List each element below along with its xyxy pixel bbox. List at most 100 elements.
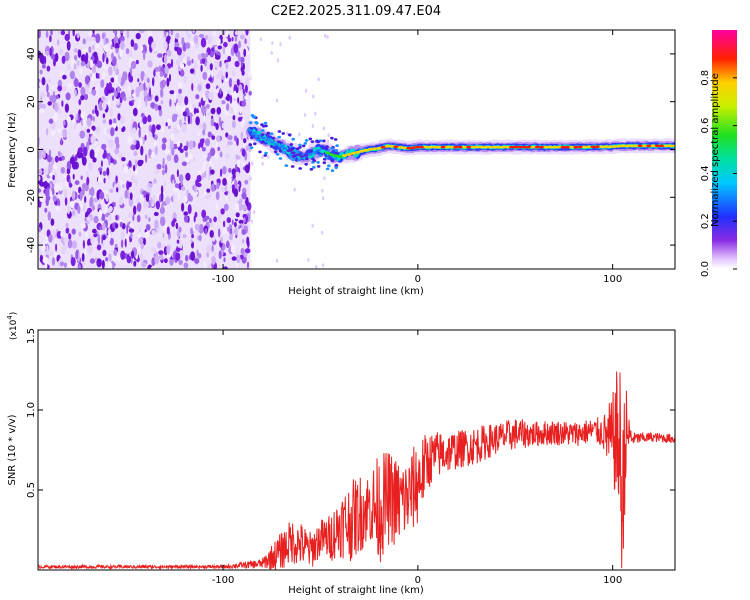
noise-dot [245, 197, 249, 207]
noise-dot [165, 148, 170, 155]
noise-dot [126, 30, 130, 39]
noise-dot [140, 145, 144, 156]
noise-dot [193, 191, 199, 196]
noise-dot [67, 63, 71, 71]
noise-dot [86, 176, 90, 186]
ridge-spread-dot [291, 158, 296, 162]
ridge-spread-dot [327, 164, 331, 168]
noise-dot [170, 132, 175, 142]
noise-dot [154, 254, 159, 265]
noise-dot [102, 222, 106, 231]
noise-dot [39, 81, 42, 87]
noise-dot [92, 44, 95, 50]
noise-dot [80, 86, 86, 96]
ridge-peak [436, 145, 442, 149]
noise-dot [234, 60, 240, 68]
noise-dot [51, 95, 57, 104]
noise-dot [225, 103, 230, 111]
noise-dot [244, 95, 249, 100]
ridge-peak [466, 145, 472, 149]
ridge-spread-dot [333, 138, 338, 141]
spectrogram-ridge [243, 114, 675, 173]
noise-dot [78, 147, 83, 154]
noise-dot [204, 170, 207, 179]
ridge-peak [264, 138, 271, 142]
noise-dot [64, 51, 70, 62]
ridge-peak [487, 145, 493, 149]
noise-dot [115, 215, 118, 221]
noise-dot [215, 202, 219, 210]
noise-dot [197, 53, 202, 61]
noise-dot [39, 181, 45, 187]
noise-dot [61, 86, 67, 91]
noise-dot [158, 108, 163, 117]
noise-dot [193, 34, 199, 45]
noise-dot [206, 104, 210, 109]
noise-dot [102, 170, 107, 177]
noise-dot [317, 77, 320, 82]
noise-dot [105, 57, 109, 65]
noise-dot [70, 200, 75, 209]
ridge-peak [620, 144, 626, 148]
noise-dot [39, 108, 45, 114]
noise-dot [147, 60, 153, 68]
noise-dot [164, 54, 168, 64]
ridge-peak [419, 145, 425, 149]
noise-dot [207, 34, 213, 45]
noise-dot [160, 88, 164, 98]
noise-dot [208, 91, 214, 101]
noise-dot [84, 75, 90, 85]
ridge-peak [389, 144, 395, 148]
noise-dot [102, 234, 106, 241]
snr-y-multiplier-exp: 4 [6, 315, 14, 320]
noise-dot [227, 37, 232, 42]
noise-dot [129, 123, 133, 134]
noise-dot [223, 203, 229, 211]
noise-dot [160, 100, 164, 105]
figure-title: C2E2.2025.311.09.47.E04 [271, 4, 441, 19]
ridge-peak [633, 144, 639, 148]
noise-dot [179, 148, 184, 153]
noise-dot [59, 261, 65, 267]
ridge-spread-dot [281, 132, 286, 135]
noise-dot [163, 41, 168, 51]
ridge-peak [260, 136, 266, 140]
noise-dot [49, 35, 52, 43]
noise-dot [171, 147, 175, 156]
noise-dot [91, 72, 96, 82]
noise-dot [57, 39, 60, 46]
noise-dot [239, 106, 242, 114]
noise-dot [95, 126, 100, 134]
noise-dot [216, 73, 221, 80]
noise-dot [148, 183, 153, 188]
noise-dot [108, 253, 112, 262]
noise-dot [118, 152, 123, 159]
noise-dot [230, 244, 236, 254]
noise-dot [48, 118, 54, 124]
noise-dot [244, 248, 251, 254]
noise-dot [188, 140, 194, 150]
noise-dot [210, 183, 216, 192]
noise-dot [242, 88, 245, 95]
noise-dot [71, 209, 76, 217]
noise-dot [75, 250, 79, 260]
noise-dot [202, 129, 206, 136]
noise-dot [234, 135, 238, 142]
ridge-peak [603, 145, 609, 149]
noise-dot [176, 169, 179, 178]
noise-dot [151, 127, 154, 134]
spectrogram-y-tick-label: -40 [26, 237, 37, 253]
noise-dot [92, 116, 95, 122]
noise-dot [112, 255, 117, 262]
ridge-peak [414, 145, 421, 149]
noise-dot [82, 38, 86, 45]
noise-dot [172, 193, 175, 203]
noise-dot [159, 71, 164, 78]
noise-dot [203, 113, 206, 122]
noise-dot [307, 258, 310, 262]
noise-dot [187, 115, 191, 125]
noise-dot [116, 255, 121, 262]
ridge-peak [354, 151, 361, 154]
noise-dot [77, 60, 80, 67]
